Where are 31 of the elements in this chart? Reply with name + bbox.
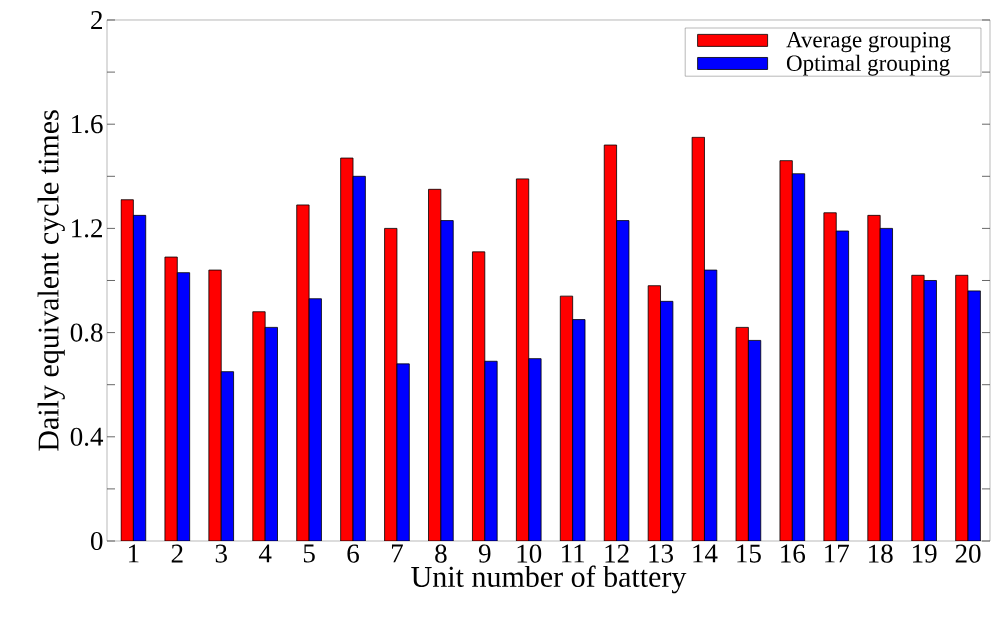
x-tick-label: 6 — [347, 544, 359, 563]
x-tick-label: 8 — [435, 544, 447, 563]
x-axis-title: Unit number of battery — [411, 565, 687, 594]
y-tick-label: 2 — [91, 11, 102, 29]
x-tick-label: 10 — [517, 544, 542, 563]
x-tick-label: 18 — [869, 544, 893, 563]
x-tick-label: 20 — [955, 544, 981, 563]
legend-label: Optimal grouping — [786, 54, 950, 76]
x-tick-label: 5 — [303, 544, 315, 563]
x-tick-label: 3 — [215, 544, 227, 563]
x-tick-label: 14 — [693, 544, 718, 563]
y-tick-label: 0 — [91, 531, 103, 551]
x-tick-label: 4 — [258, 544, 272, 563]
y-tick-label: 1.2 — [72, 219, 102, 238]
x-tick-label: 16 — [781, 544, 806, 563]
y-tick-label: 0.4 — [70, 427, 104, 446]
x-tick-label: 17 — [825, 544, 849, 563]
y-tick-label: 1.6 — [72, 115, 103, 134]
y-tick-label: 0.8 — [70, 323, 103, 342]
x-tick-label: 11 — [562, 544, 585, 563]
x-tick-label: 2 — [171, 544, 183, 563]
legend-label: Average grouping — [786, 32, 951, 53]
y-axis-title: Daily equivalent cycle times — [37, 110, 65, 451]
x-tick-label: 19 — [912, 544, 937, 563]
x-tick-label: 12 — [605, 544, 629, 563]
x-tick-label: 15 — [737, 544, 761, 563]
x-tick-label: 7 — [391, 544, 403, 563]
bar — [484, 360, 498, 541]
x-tick-label: 9 — [478, 544, 491, 563]
x-tick-label: 13 — [649, 544, 673, 563]
x-tick-label: 1 — [128, 544, 139, 563]
